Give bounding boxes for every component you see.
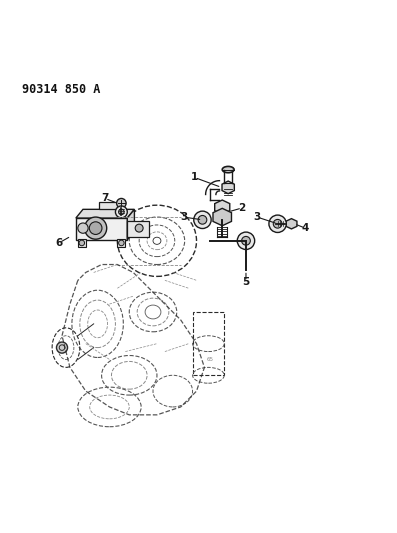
Circle shape [269, 215, 286, 232]
Text: 4: 4 [302, 223, 309, 233]
Bar [76, 218, 127, 240]
Text: 2: 2 [238, 203, 246, 213]
Circle shape [237, 232, 255, 249]
Polygon shape [222, 181, 234, 193]
Text: 6: 6 [56, 238, 63, 248]
Text: 7: 7 [102, 193, 109, 204]
Circle shape [194, 211, 211, 229]
Circle shape [119, 240, 124, 246]
Polygon shape [76, 209, 135, 218]
Circle shape [116, 206, 127, 218]
Ellipse shape [222, 166, 234, 173]
Circle shape [56, 342, 67, 353]
Bar [193, 312, 224, 375]
Polygon shape [213, 208, 231, 226]
Text: 65: 65 [207, 357, 214, 362]
Bar [78, 239, 86, 247]
Text: 3: 3 [253, 212, 261, 222]
Polygon shape [99, 202, 119, 209]
Circle shape [117, 198, 126, 208]
Circle shape [119, 209, 124, 215]
Circle shape [135, 224, 143, 232]
Bar [118, 239, 125, 247]
Text: 90314 850 A: 90314 850 A [23, 83, 101, 95]
Text: 5: 5 [242, 277, 250, 287]
Circle shape [89, 222, 102, 235]
Text: 3: 3 [180, 212, 187, 222]
Circle shape [78, 223, 88, 233]
Polygon shape [127, 209, 135, 240]
Polygon shape [286, 219, 297, 229]
Text: 1: 1 [191, 173, 198, 182]
Circle shape [85, 217, 107, 239]
Circle shape [198, 215, 207, 224]
Polygon shape [215, 200, 230, 214]
Polygon shape [127, 221, 149, 237]
Circle shape [273, 220, 282, 228]
Circle shape [79, 240, 85, 246]
Circle shape [242, 237, 251, 245]
